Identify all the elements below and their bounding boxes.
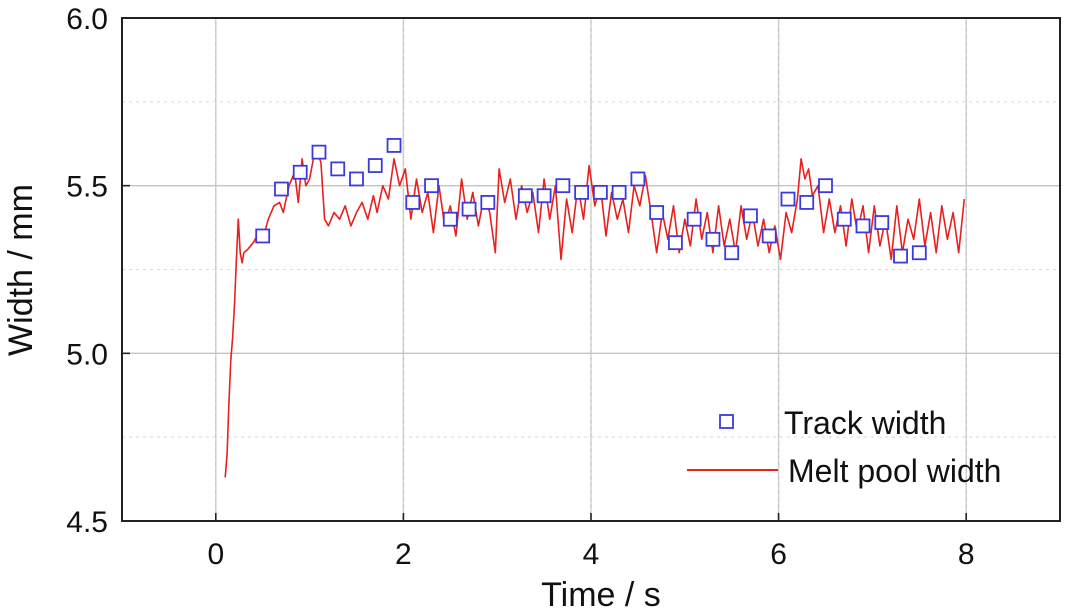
- legend-label-track-width: Track width: [784, 405, 946, 441]
- x-tick-label: 8: [958, 538, 975, 571]
- legend-marker-track-width: [719, 414, 734, 429]
- track-width-point: [536, 188, 552, 204]
- track-width-point: [274, 181, 289, 197]
- track-width-point: [367, 158, 383, 173]
- y-tick-label: 5.5: [66, 171, 108, 204]
- track-width-point: [255, 228, 271, 244]
- track-width-point: [611, 184, 627, 200]
- track-width-point: [911, 245, 927, 261]
- grid-lines: [122, 17, 1060, 522]
- track-width-point: [480, 195, 496, 210]
- track-width-point: [668, 235, 683, 251]
- track-width-point: [405, 195, 421, 210]
- track-width-point: [349, 171, 364, 187]
- track-width-point: [705, 231, 721, 247]
- track-width-point: [292, 164, 308, 180]
- plot-area: [224, 138, 966, 478]
- legend-label-melt-pool-width: Melt pool width: [788, 453, 1001, 489]
- x-axis-title: Time / s: [541, 576, 661, 614]
- track-width-point: [630, 171, 646, 187]
- track-width-point: [761, 228, 777, 244]
- track-width-point: [330, 161, 346, 177]
- track-width-point: [574, 184, 590, 200]
- track-width-point: [686, 211, 702, 227]
- track-width-point: [799, 195, 815, 210]
- x-tick-label: 6: [770, 538, 787, 571]
- x-tick-label: 4: [583, 538, 600, 571]
- legend: Track width Melt pool width: [687, 405, 1001, 489]
- track-width-point: [424, 178, 439, 194]
- track-width-point: [311, 144, 327, 160]
- track-width-point: [461, 201, 477, 217]
- track-width-point: [836, 211, 852, 227]
- track-width-point: [874, 215, 890, 230]
- track-width-point: [386, 138, 402, 153]
- melt-pool-width-line: [224, 151, 966, 478]
- track-width-point: [442, 211, 458, 227]
- track-width-point: [649, 205, 665, 220]
- track-width-point: [818, 178, 833, 194]
- axis-ticks: 0 2 4 6 8 4.5 5.0 5.5 6.0: [66, 3, 974, 571]
- y-axis-title: Width / mm: [2, 184, 40, 356]
- track-width-point: [517, 188, 533, 204]
- x-tick-label: 2: [395, 538, 412, 571]
- track-width-point: [555, 178, 571, 194]
- track-width-point: [893, 248, 908, 264]
- track-width-point: [743, 208, 758, 224]
- y-tick-label: 6.0: [66, 3, 108, 36]
- y-tick-label: 5.0: [66, 338, 108, 371]
- track-width-point: [855, 218, 871, 234]
- track-width-point: [592, 184, 608, 200]
- y-tick-label: 4.5: [66, 506, 108, 539]
- x-tick-label: 0: [207, 538, 224, 571]
- track-width-point: [780, 191, 796, 207]
- track-width-point: [724, 245, 740, 261]
